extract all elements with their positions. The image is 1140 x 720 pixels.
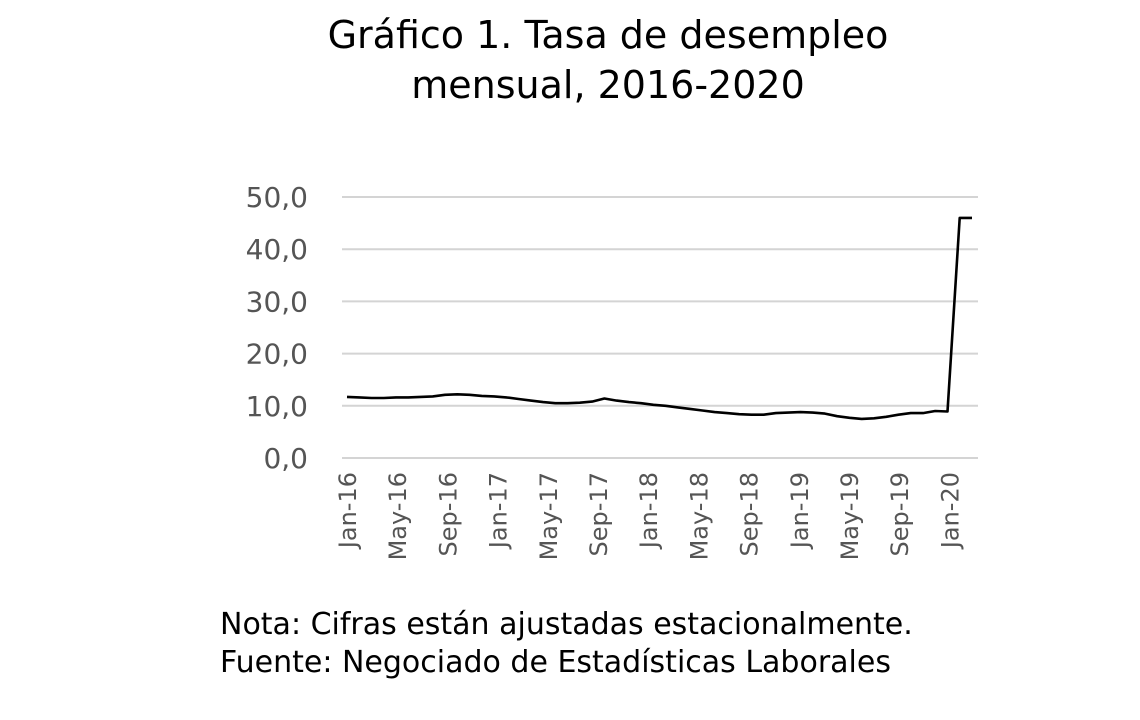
y-tick-label: 50,0	[246, 181, 308, 214]
series-line	[346, 216, 972, 421]
y-tick-label: 30,0	[246, 285, 308, 318]
series-layer	[346, 216, 972, 421]
y-axis-ticks: 0,0 10,0 20,0 30,0 40,0 50,0	[246, 181, 308, 475]
y-tick-label: 40,0	[246, 233, 308, 266]
x-tick-label: Jan-19	[786, 472, 814, 550]
x-tick-label: Jan-17	[485, 472, 513, 550]
x-tick-label: May-18	[685, 472, 713, 560]
chart-title: Gráfico 1. Tasa de desempleo mensual, 20…	[0, 10, 1140, 110]
chart-title-line-1: Gráfico 1. Tasa de desempleo	[327, 13, 889, 57]
y-tick-label: 0,0	[263, 442, 308, 475]
x-tick-label: May-19	[836, 472, 864, 560]
chart-notes: Nota: Cifras están ajustadas estacionalm…	[220, 606, 913, 682]
x-tick-label: Jan-20	[936, 472, 964, 550]
y-tick-label: 10,0	[246, 390, 308, 423]
x-tick-label: Sep-16	[434, 472, 462, 556]
x-tick-label: Sep-19	[886, 472, 914, 556]
x-tick-label: May-16	[384, 472, 412, 560]
x-tick-label: Jan-18	[635, 472, 663, 550]
chart-title-line-2: mensual, 2016-2020	[411, 63, 805, 107]
x-tick-label: Jan-16	[334, 472, 362, 550]
note-text: Nota: Cifras están ajustadas estacionalm…	[220, 607, 913, 642]
source-text: Fuente: Negociado de Estadísticas Labora…	[220, 645, 891, 680]
x-tick-label: May-17	[535, 472, 563, 560]
gridlines	[342, 196, 978, 459]
y-tick-label: 20,0	[246, 338, 308, 371]
x-tick-label: Sep-17	[585, 472, 613, 556]
line-chart: 0,0 10,0 20,0 30,0 40,0 50,0 Jan-16 May-16 Sep-…	[246, 181, 978, 560]
x-tick-label: Sep-18	[736, 472, 764, 556]
x-axis-ticks: Jan-16 May-16 Sep-16 Jan-17 May-17 Sep-17 Jan-…	[334, 472, 964, 560]
